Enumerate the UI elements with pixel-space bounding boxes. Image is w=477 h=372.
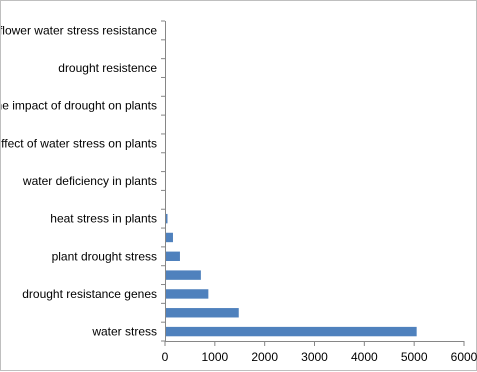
axes-group bbox=[161, 20, 465, 346]
bar bbox=[166, 308, 239, 318]
x-tick-label: 5000 bbox=[401, 350, 428, 364]
category-label: drought resistance genes bbox=[22, 287, 157, 301]
x-tick-label: 4000 bbox=[351, 350, 378, 364]
bar bbox=[166, 213, 168, 224]
category-label: sunflower water stress resistance bbox=[1, 23, 157, 37]
category-label: water stress bbox=[91, 325, 157, 339]
bar bbox=[166, 232, 173, 243]
x-tick-label: 6000 bbox=[451, 350, 477, 364]
bars-group bbox=[166, 213, 417, 337]
bar bbox=[166, 270, 201, 280]
bar bbox=[166, 326, 417, 337]
bar bbox=[166, 251, 180, 261]
category-label: plant drought stress bbox=[52, 249, 157, 263]
bar bbox=[166, 289, 209, 299]
category-label: water deficiency in plants bbox=[22, 174, 157, 188]
category-label: heat stress in plants bbox=[50, 212, 157, 226]
category-label: the impact of drought on plants bbox=[1, 99, 157, 113]
labels-group: 0 1000 2000 3000 4000 5000 6000 water stress dro… bbox=[1, 23, 477, 364]
x-tick-label: 2000 bbox=[251, 350, 278, 364]
category-label: drought resistence bbox=[58, 61, 157, 75]
category-label: effect of water stress on plants bbox=[1, 136, 157, 150]
x-tick-label: 3000 bbox=[301, 350, 328, 364]
x-tick-label: 0 bbox=[162, 350, 169, 364]
x-tick-label: 1000 bbox=[201, 350, 228, 364]
